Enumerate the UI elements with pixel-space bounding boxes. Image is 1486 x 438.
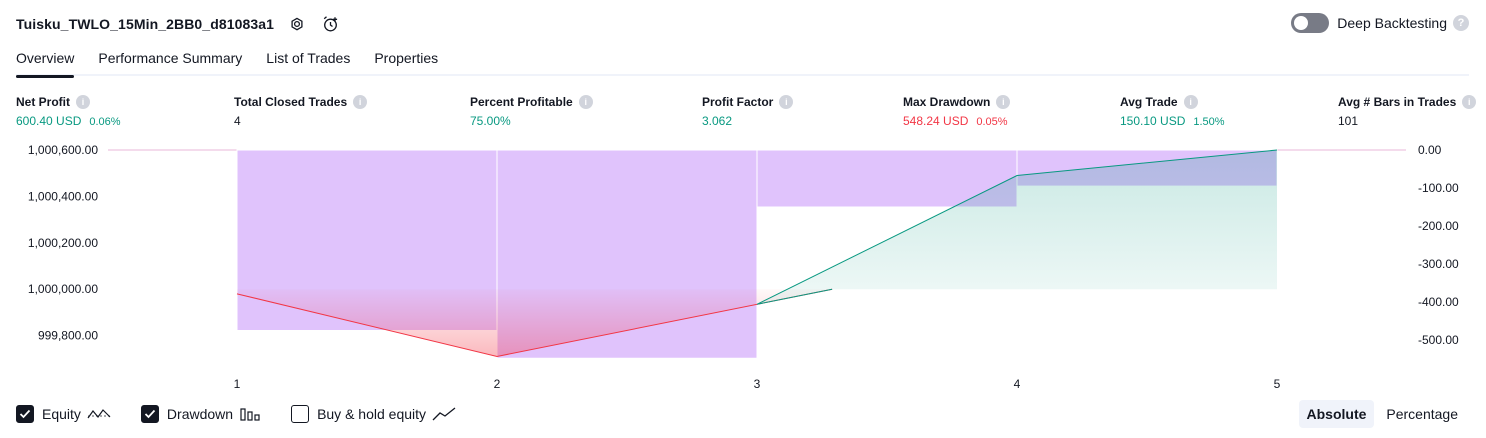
tab-list-of-trades[interactable]: List of Trades: [266, 50, 351, 66]
gear-icon[interactable]: [286, 13, 308, 35]
metric-label: Avg # Bars in Trades: [1338, 95, 1457, 109]
metric-value: 101: [1338, 114, 1359, 128]
equity-negative-area: [237, 289, 833, 357]
left-axis-tick-label: 1,000,000.00: [28, 282, 98, 296]
metric-label: Total Closed Trades: [234, 95, 348, 109]
buy-hold-line-icon: [432, 406, 456, 422]
metric-label: Profit Factor: [702, 95, 774, 109]
metric-label: Avg Trade: [1120, 95, 1178, 109]
metric-label: Percent Profitable: [470, 95, 573, 109]
metric-profit-factor: Profit Factor i 3.062: [702, 94, 794, 130]
equity-line-negative: [236, 288, 833, 357]
left-axis-tick-label: 1,000,600.00: [28, 143, 98, 157]
metric-sub: 1.50%: [1193, 116, 1225, 128]
x-axis-tick-label: 1: [234, 377, 241, 391]
info-icon[interactable]: i: [779, 95, 794, 109]
equity-positive-area: [757, 150, 1277, 305]
metric-label: Max Drawdown: [903, 95, 991, 109]
deep-backtesting-label: Deep Backtesting: [1337, 15, 1447, 31]
equity-checkbox[interactable]: [16, 405, 34, 423]
x-axis-tick-label: 5: [1274, 377, 1281, 391]
tab-performance-summary[interactable]: Performance Summary: [98, 50, 243, 66]
right-axis-tick-label: -400.00: [1418, 295, 1459, 309]
metric-max-drawdown: Max Drawdown i 548.24 USD 0.05%: [903, 94, 1011, 130]
right-axis-tick-label: -300.00: [1418, 257, 1459, 271]
left-axis-tick-label: 999,800.00: [38, 329, 98, 343]
equity-line-positive: [756, 149, 1278, 305]
drawdown-checkbox[interactable]: [140, 405, 159, 423]
x-axis-tick-label: 2: [494, 377, 501, 391]
metric-value: 150.10 USD: [1120, 114, 1186, 128]
info-icon[interactable]: i: [578, 95, 593, 109]
equity-drawdown-chart: 1,000,600.00 1,000,400.00 1,000,200.00 1,00…: [28, 143, 1459, 391]
metric-sub: 0.05%: [976, 116, 1008, 128]
percentage-button[interactable]: Percentage: [1386, 406, 1458, 422]
metric-avg-bars: Avg # Bars in Trades i 101: [1338, 94, 1477, 130]
metric-net-profit: Net Profit i 600.40 USD 0.06%: [16, 94, 121, 130]
deep-backtesting-toggle[interactable]: [1291, 13, 1330, 33]
legend-label: Equity: [42, 406, 81, 422]
legend-buy-hold[interactable]: Buy & hold equity: [291, 405, 456, 423]
metric-value: 548.24 USD: [903, 114, 969, 128]
equity-line-icon: [87, 406, 111, 422]
metric-value: 75.00%: [470, 114, 511, 128]
metric-total-closed-trades: Total Closed Trades i 4: [234, 94, 368, 130]
left-axis-tick-label: 1,000,400.00: [28, 189, 98, 203]
tab-bar: Overview Performance Summary List of Tra…: [16, 42, 1469, 78]
drawdown-bars-icon: [239, 406, 261, 422]
strategy-header: Tuisku_TWLO_15Min_2BB0_d81083a1: [16, 12, 342, 36]
tab-overview[interactable]: Overview: [16, 42, 75, 78]
buy-hold-checkbox[interactable]: [291, 405, 310, 423]
legend-label: Buy & hold equity: [317, 406, 427, 422]
metric-avg-trade: Avg Trade i 150.10 USD 1.50%: [1120, 94, 1225, 130]
right-axis-tick-label: -200.00: [1418, 219, 1459, 233]
scale-mode-switch: Absolute Percentage: [1295, 400, 1467, 428]
metric-label: Net Profit: [16, 95, 70, 109]
metric-percent-profitable: Percent Profitable i 75.00%: [470, 94, 593, 130]
legend-equity[interactable]: Equity: [16, 405, 111, 423]
absolute-button[interactable]: Absolute: [1298, 400, 1375, 428]
metric-value: 4: [234, 114, 241, 128]
chart-legend: Equity Drawdown Buy & hold equity: [16, 403, 486, 425]
metric-value: 600.40 USD: [16, 114, 82, 128]
strategy-title: Tuisku_TWLO_15Min_2BB0_d81083a1: [16, 16, 275, 32]
info-icon[interactable]: i: [76, 95, 90, 109]
right-axis-tick-label: -100.00: [1418, 181, 1459, 195]
metric-value: 3.062: [702, 114, 733, 128]
info-icon[interactable]: i: [996, 95, 1011, 109]
info-icon[interactable]: i: [353, 95, 368, 109]
tab-properties[interactable]: Properties: [374, 50, 439, 66]
info-icon[interactable]: i: [1462, 95, 1477, 109]
toggle-knob: [1294, 16, 1309, 30]
x-axis-tick-label: 4: [1014, 377, 1021, 391]
deep-backtesting: Deep Backtesting ?: [1291, 13, 1469, 33]
right-axis-tick-label: 0.00: [1418, 143, 1442, 157]
metric-sub: 0.06%: [89, 116, 121, 128]
help-icon[interactable]: ?: [1453, 15, 1469, 31]
left-axis-tick-label: 1,000,200.00: [28, 236, 98, 250]
legend-label: Drawdown: [166, 406, 234, 422]
right-axis-tick-label: -500.00: [1418, 333, 1459, 347]
x-axis-tick-label: 3: [754, 377, 761, 391]
info-icon[interactable]: i: [1183, 95, 1198, 109]
legend-drawdown[interactable]: Drawdown: [140, 405, 261, 423]
add-alert-icon[interactable]: [320, 13, 342, 35]
